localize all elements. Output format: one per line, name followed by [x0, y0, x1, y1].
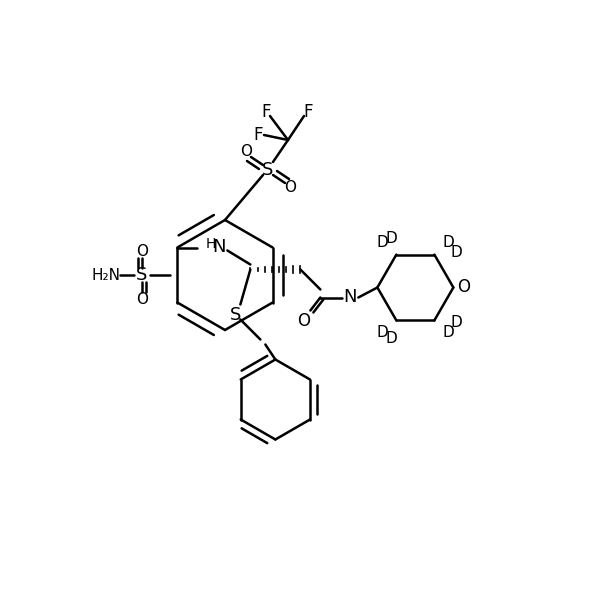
Text: N: N	[344, 289, 357, 307]
Text: S: S	[230, 305, 241, 323]
Text: F: F	[261, 103, 271, 121]
Text: D: D	[376, 235, 388, 250]
Text: F: F	[303, 103, 313, 121]
Text: D: D	[385, 331, 397, 346]
Text: D: D	[442, 325, 454, 340]
Text: S: S	[136, 266, 148, 284]
Text: O: O	[297, 311, 310, 329]
Text: O: O	[457, 278, 470, 296]
Text: D: D	[376, 325, 388, 340]
Text: D: D	[385, 231, 397, 246]
Text: D: D	[451, 315, 462, 330]
Text: H₂N: H₂N	[91, 268, 121, 283]
Text: D: D	[451, 245, 462, 260]
Text: H: H	[205, 238, 215, 251]
Text: O: O	[240, 145, 252, 160]
Text: O: O	[136, 244, 148, 259]
Text: O: O	[136, 292, 148, 307]
Text: N: N	[212, 238, 226, 257]
Text: D: D	[442, 235, 454, 250]
Text: S: S	[262, 161, 274, 179]
Text: O: O	[284, 181, 296, 196]
Text: F: F	[253, 126, 263, 144]
